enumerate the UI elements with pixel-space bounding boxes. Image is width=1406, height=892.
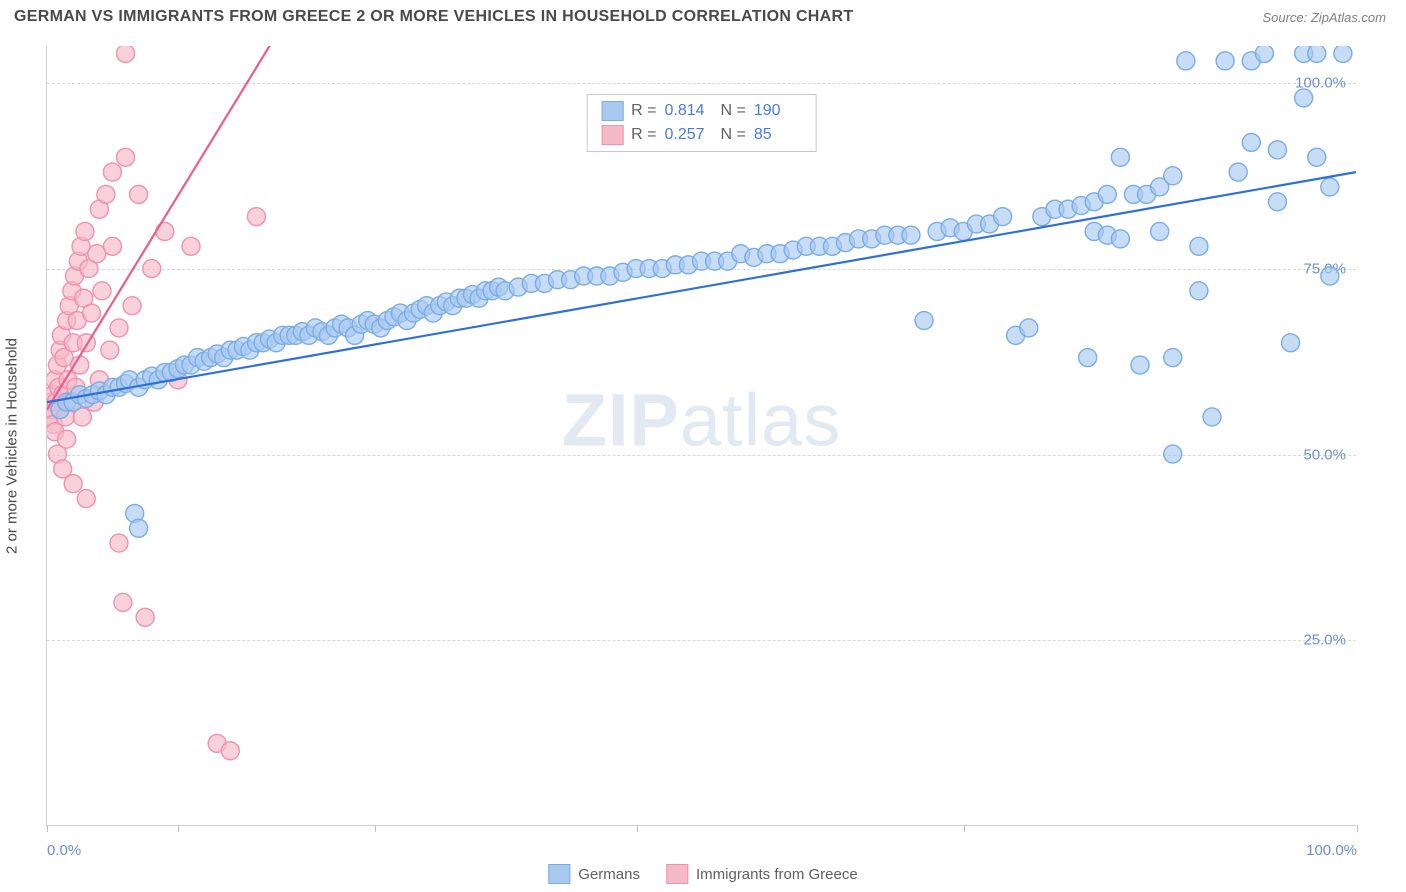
title-bar: GERMAN VS IMMIGRANTS FROM GREECE 2 OR MO… bbox=[0, 0, 1406, 30]
y-axis-title: 2 or more Vehicles in Household bbox=[4, 338, 21, 554]
legend-label-germans: Germans bbox=[578, 866, 640, 883]
x-tick bbox=[375, 825, 376, 832]
stat-n-label: N = bbox=[721, 102, 746, 120]
x-axis-label: 100.0% bbox=[1306, 842, 1357, 859]
legend-label-greece: Immigrants from Greece bbox=[696, 866, 858, 883]
stat-n-greece: 85 bbox=[754, 126, 802, 144]
bottom-legend: Germans Immigrants from Greece bbox=[548, 864, 857, 884]
source-attribution: Source: ZipAtlas.com bbox=[1262, 10, 1386, 25]
source-value: ZipAtlas.com bbox=[1311, 10, 1386, 25]
stat-n-label-2: N = bbox=[721, 126, 746, 144]
x-tick bbox=[178, 825, 179, 832]
stats-row-germans: R = 0.814 N = 190 bbox=[601, 99, 802, 123]
source-label: Source: bbox=[1262, 10, 1310, 25]
stat-r-label-2: R = bbox=[631, 126, 656, 144]
x-tick bbox=[964, 825, 965, 832]
stats-row-greece: R = 0.257 N = 85 bbox=[601, 123, 802, 147]
stat-r-greece: 0.257 bbox=[665, 126, 713, 144]
stat-r-label: R = bbox=[631, 102, 656, 120]
stat-n-germans: 190 bbox=[754, 102, 802, 120]
x-axis-label: 0.0% bbox=[47, 842, 81, 859]
legend-swatch-greece bbox=[666, 864, 688, 884]
x-tick bbox=[637, 825, 638, 832]
legend-swatch-germans bbox=[548, 864, 570, 884]
x-tick bbox=[47, 825, 48, 832]
x-tick bbox=[1357, 825, 1358, 832]
legend-item-germans: Germans bbox=[548, 864, 640, 884]
scatter-svg bbox=[47, 46, 1356, 825]
stats-legend-box: R = 0.814 N = 190 R = 0.257 N = 85 bbox=[586, 94, 817, 152]
swatch-greece bbox=[601, 125, 623, 145]
swatch-germans bbox=[601, 101, 623, 121]
chart-title: GERMAN VS IMMIGRANTS FROM GREECE 2 OR MO… bbox=[14, 8, 853, 26]
legend-item-greece: Immigrants from Greece bbox=[666, 864, 858, 884]
chart-plot-area: ZIPatlas R = 0.814 N = 190 R = 0.257 N =… bbox=[46, 46, 1356, 826]
stat-r-germans: 0.814 bbox=[665, 102, 713, 120]
